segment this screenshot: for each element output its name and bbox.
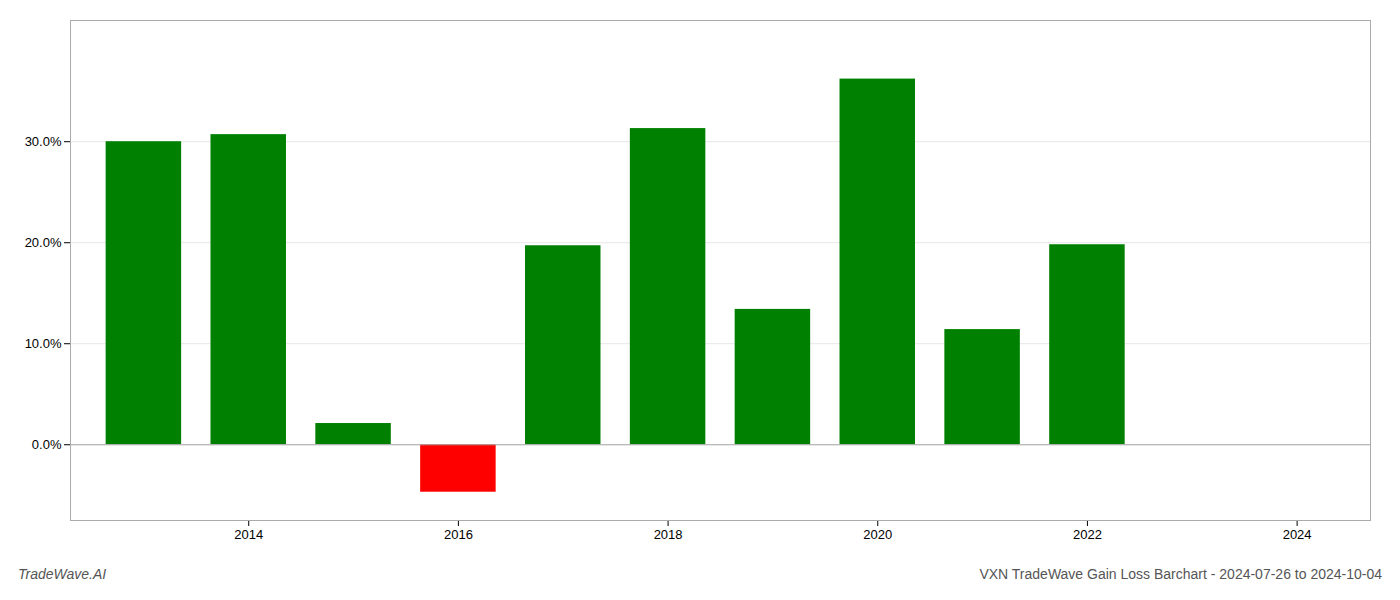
svg-text:2018: 2018 [654,527,683,542]
svg-text:2022: 2022 [1073,527,1102,542]
svg-text:0.0%: 0.0% [32,437,62,452]
html-text:TradeWave.AI: TradeWave.AI [18,566,107,582]
svg-text:2016: 2016 [444,527,473,542]
svg-text:20.0%: 20.0% [25,235,62,250]
svg-text:2020: 2020 [863,527,892,542]
svg-text:2014: 2014 [234,527,263,542]
svg-text:2024: 2024 [1283,527,1312,542]
svg-text:30.0%: 30.0% [25,134,62,149]
svg-text:10.0%: 10.0% [25,336,62,351]
html-text:VXN TradeWave Gain Loss Barcha: VXN TradeWave Gain Loss Barchart - 2024-… [979,566,1382,582]
